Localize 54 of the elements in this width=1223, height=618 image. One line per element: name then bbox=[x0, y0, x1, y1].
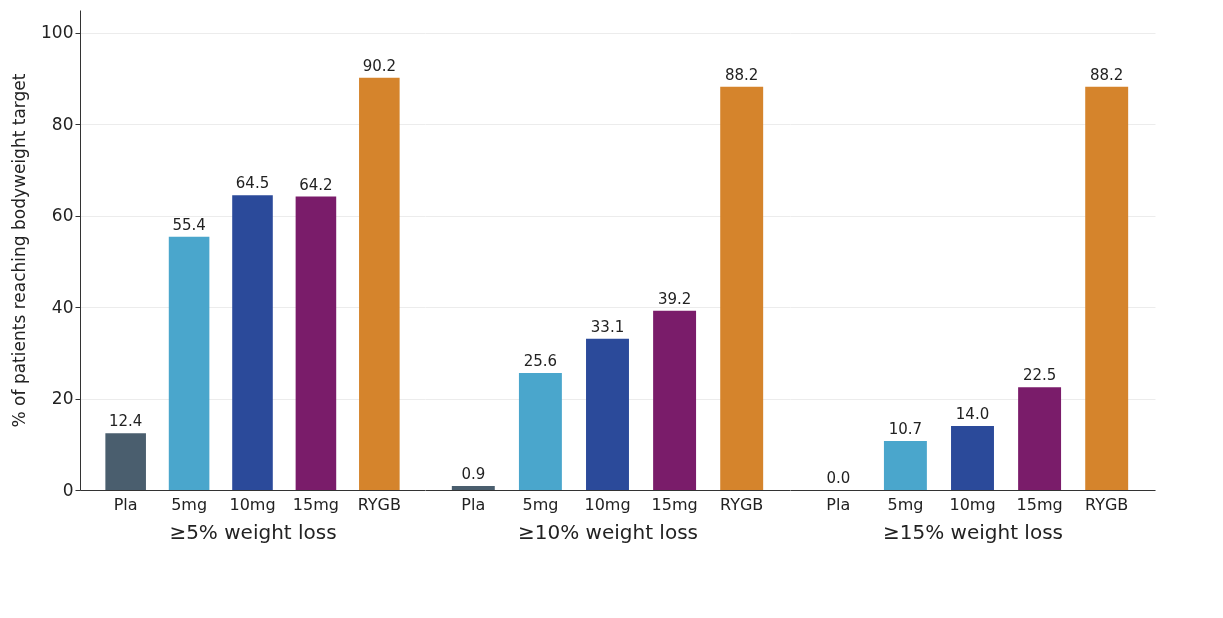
y-tick-label: 100 bbox=[41, 22, 74, 43]
bar bbox=[451, 485, 495, 490]
data-label: 64.2 bbox=[299, 175, 333, 194]
x-tick-label: RYGB bbox=[1085, 494, 1129, 514]
x-axis-title: ≥5% weight loss bbox=[169, 519, 337, 544]
bar bbox=[883, 441, 927, 490]
data-label: 90.2 bbox=[362, 56, 397, 75]
data-label: 0.9 bbox=[461, 464, 486, 483]
bar bbox=[586, 338, 629, 490]
bar bbox=[232, 195, 273, 490]
data-label: 10.7 bbox=[888, 420, 923, 439]
data-label: 12.4 bbox=[108, 412, 143, 431]
y-axis-title: % of patients reaching bodyweight target bbox=[9, 73, 30, 428]
x-axis-title: ≥10% weight loss bbox=[518, 519, 698, 544]
bar bbox=[295, 196, 337, 490]
data-label: 88.2 bbox=[724, 65, 759, 84]
x-tick-label: Pla bbox=[826, 494, 851, 514]
data-label: 25.6 bbox=[523, 351, 558, 370]
y-tick-label: 60 bbox=[51, 205, 74, 226]
x-tick-label: 10mg bbox=[949, 494, 996, 514]
x-tick-label: Pla bbox=[461, 494, 486, 514]
x-tick-label: 5mg bbox=[887, 494, 924, 514]
data-label: 33.1 bbox=[590, 317, 625, 336]
bar bbox=[518, 372, 562, 490]
x-tick-label: RYGB bbox=[357, 494, 401, 514]
data-label: 0.0 bbox=[826, 469, 851, 487]
bar bbox=[168, 236, 210, 490]
data-label: 88.2 bbox=[1089, 65, 1124, 84]
x-tick-label: 15mg bbox=[292, 494, 339, 514]
data-label: 14.0 bbox=[955, 405, 990, 423]
x-tick-label: RYGB bbox=[720, 494, 764, 514]
data-label: 64.5 bbox=[235, 174, 270, 193]
bar bbox=[653, 310, 697, 490]
x-tick-label: 5mg bbox=[171, 494, 208, 514]
bar bbox=[951, 426, 994, 490]
y-tick-label: 80 bbox=[51, 113, 74, 134]
x-tick-label: 10mg bbox=[229, 494, 276, 514]
data-label: 39.2 bbox=[657, 289, 692, 308]
x-tick-label: 5mg bbox=[522, 494, 559, 514]
bar bbox=[720, 86, 764, 490]
y-tick-label: 0 bbox=[62, 479, 74, 500]
x-tick-label: 15mg bbox=[651, 494, 698, 514]
bar bbox=[105, 433, 146, 490]
bar bbox=[1085, 86, 1129, 490]
x-tick-label: 10mg bbox=[584, 494, 631, 514]
data-label: 55.4 bbox=[172, 215, 206, 234]
y-tick-label: 20 bbox=[51, 388, 74, 409]
data-label: 22.5 bbox=[1022, 366, 1057, 385]
bar bbox=[359, 77, 400, 490]
x-tick-label: 15mg bbox=[1016, 494, 1063, 514]
bar bbox=[1018, 387, 1062, 490]
x-tick-label: Pla bbox=[113, 494, 138, 514]
x-axis-title: ≥15% weight loss bbox=[883, 519, 1063, 544]
y-tick-label: 40 bbox=[51, 296, 74, 317]
